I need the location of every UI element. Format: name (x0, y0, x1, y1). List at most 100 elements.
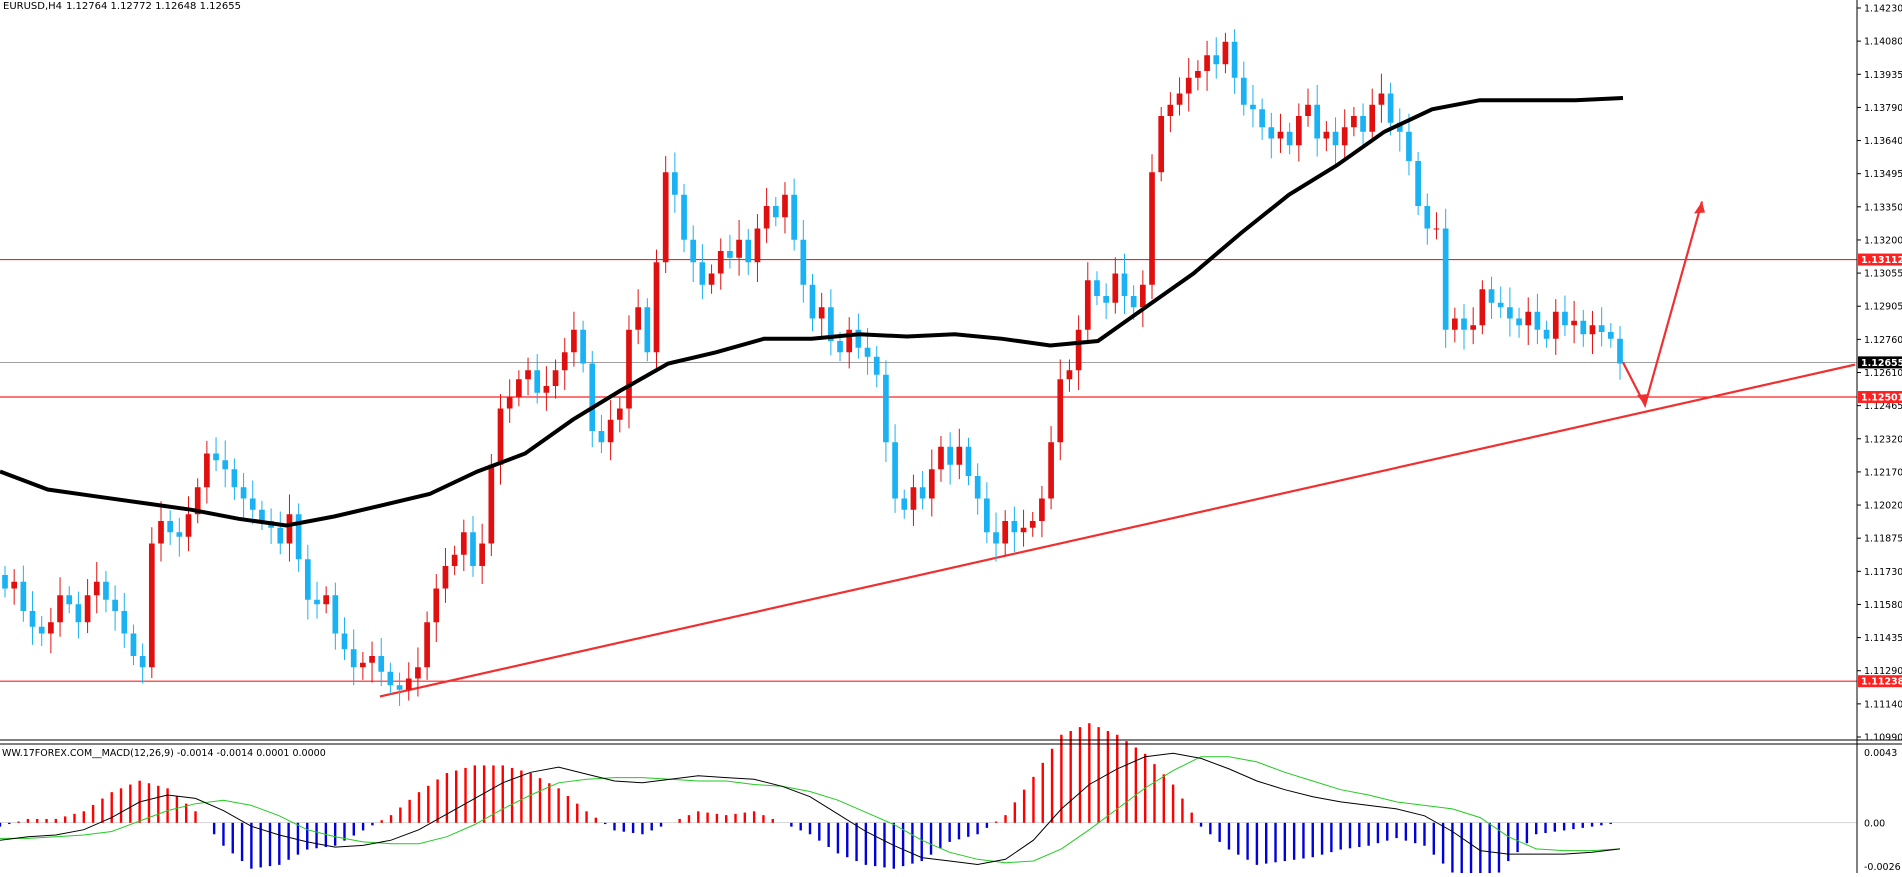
bear-candle (295, 514, 302, 560)
bull-candle (717, 251, 724, 274)
bear-candle (1461, 318, 1467, 330)
bear-candle (864, 347, 871, 357)
y-tick-label: 1.13790 (1864, 103, 1902, 114)
bear-candle (589, 363, 596, 431)
bull-candle (442, 566, 449, 589)
bull-candle (1075, 329, 1082, 371)
price-tag-label: 1.12501 (1861, 393, 1902, 404)
y-tick-label: 1.13495 (1864, 169, 1902, 180)
bear-candle (112, 599, 118, 611)
y-tick-label: 1.11875 (1864, 534, 1902, 545)
bull-candle (1195, 71, 1201, 78)
bear-candle (20, 581, 27, 611)
bear-candle (1516, 318, 1522, 326)
y-tick-label: 1.13640 (1864, 136, 1902, 147)
bull-candle (1451, 318, 1458, 330)
bear-candle (1250, 104, 1256, 110)
bear-candle (1387, 93, 1394, 123)
bear-candle (1332, 131, 1339, 146)
bull-candle (11, 581, 18, 589)
bear-candle (534, 370, 541, 393)
bull-candle (479, 543, 486, 566)
bear-candle (1094, 280, 1100, 296)
bull-candle (1158, 116, 1165, 173)
price-tag-label: 1.13112 (1861, 255, 1902, 266)
y-tick-label: 1.11290 (1864, 666, 1902, 677)
y-tick-label: 1.13350 (1864, 202, 1902, 213)
bull-candle (204, 453, 210, 488)
symbol-label: EURUSD,H4 (3, 1, 62, 12)
bull-candle (1029, 521, 1036, 528)
bear-candle (598, 431, 605, 443)
bull-candle (626, 329, 632, 409)
bull-candle (956, 446, 963, 465)
y-tick-label: 1.14080 (1864, 37, 1902, 48)
bull-candle (1479, 289, 1486, 326)
bull-candle (148, 543, 155, 668)
bear-candle (800, 239, 807, 285)
bear-candle (2, 575, 8, 589)
bull-candle (488, 464, 495, 544)
bull-candle (616, 408, 623, 420)
bull-candle (928, 469, 935, 499)
bear-candle (873, 356, 880, 375)
bear-candle (1543, 329, 1550, 339)
bear-candle (892, 442, 898, 499)
bear-candle (644, 307, 651, 353)
price-tag-label: 1.11238 (1861, 677, 1902, 688)
y-tick-label: 1.11730 (1864, 567, 1902, 578)
y-tick-label: 1.12760 (1864, 335, 1902, 346)
bear-candle (341, 633, 348, 650)
moving-average-line (0, 96, 1624, 528)
bull-candle (48, 622, 54, 634)
y-tick-label: 1.12320 (1864, 434, 1902, 445)
arrow-head (1637, 394, 1647, 406)
bear-candle (470, 532, 476, 566)
bull-candle (1048, 442, 1054, 499)
bear-candle (974, 476, 981, 499)
ohlc-readout: 1.12764 1.12772 1.12648 1.12655 (66, 1, 241, 12)
bear-candle (38, 626, 45, 634)
bear-candle (1442, 228, 1449, 330)
bear-candle (1259, 109, 1265, 128)
bear-candle (828, 307, 834, 341)
bull-candle (1369, 104, 1376, 132)
y-tick-label: 1.12905 (1864, 302, 1902, 313)
bear-candle (1130, 296, 1137, 308)
bear-candle (965, 446, 972, 476)
bear-candle (1534, 311, 1541, 330)
macd-panel (0, 723, 1857, 877)
bear-candle (167, 521, 174, 533)
bear-candle (314, 599, 320, 605)
bull-candle (185, 514, 192, 537)
bull-candle (194, 487, 201, 515)
bear-candle (1396, 122, 1403, 132)
bull-candle (323, 595, 330, 605)
bull-candle (1204, 55, 1210, 71)
bear-candle (993, 532, 999, 544)
bull-candle (1305, 104, 1311, 116)
bull-candle (525, 370, 531, 380)
bear-candle (240, 487, 247, 499)
bull-candle (571, 329, 577, 353)
bull-candle (424, 622, 430, 668)
bear-candle (855, 329, 862, 348)
bear-candle (350, 649, 357, 668)
bull-candle (1066, 370, 1073, 380)
y-tick-label: 1.12465 (1864, 401, 1902, 412)
price-tag (1858, 253, 1902, 266)
bull-candle (736, 239, 742, 258)
bull-candle (1323, 131, 1330, 139)
bull-candle (451, 554, 458, 566)
bear-candle (332, 595, 339, 634)
bear-candle (387, 671, 394, 686)
bull-candle (1112, 273, 1119, 303)
moving-average (0, 96, 1624, 528)
bear-candle (1240, 77, 1247, 105)
bear-candle (1580, 320, 1587, 335)
bull-candle (84, 595, 91, 623)
macd-signal-line (0, 756, 1621, 864)
bear-candle (1011, 521, 1018, 533)
bull-candle (561, 352, 568, 371)
bull-candle (708, 273, 715, 285)
